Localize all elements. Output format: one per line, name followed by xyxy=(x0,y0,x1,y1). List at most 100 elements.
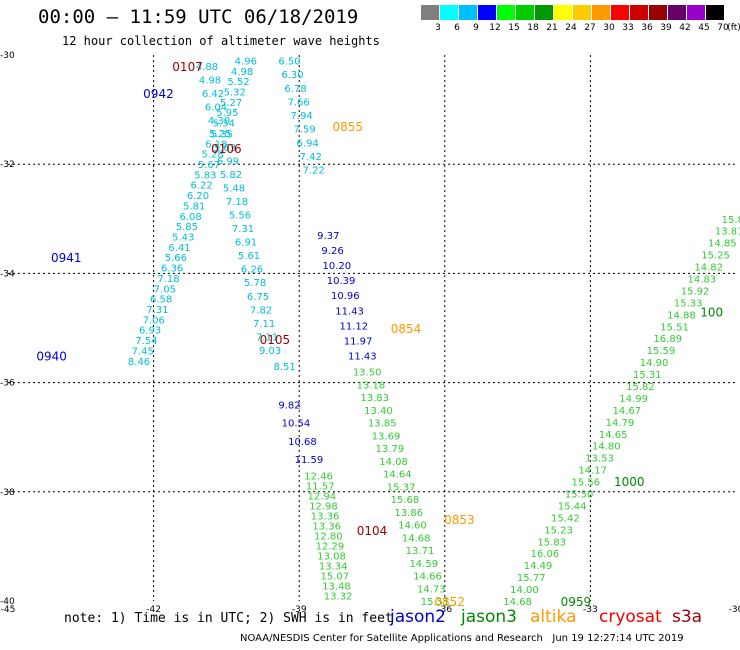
map-subtitle: 12 hour collection of altimeter wave hei… xyxy=(62,34,380,48)
wave-height-value: 13.69 xyxy=(372,431,401,442)
pass-time-label: 0107 xyxy=(172,60,203,74)
wave-height-value: 7.31 xyxy=(146,305,168,316)
wave-height-value: 5.78 xyxy=(244,278,266,289)
wave-height-value: 16.89 xyxy=(653,334,682,345)
lon-tick-label: -45 xyxy=(1,605,16,615)
wave-height-value: 6.50 xyxy=(278,56,300,67)
legend-swatch xyxy=(630,5,648,20)
wave-height-value: 14.68 xyxy=(402,533,431,544)
wave-height-value: 13.71 xyxy=(406,546,435,557)
wave-height-value: 14.00 xyxy=(510,585,539,596)
wave-height-value: 6.22 xyxy=(190,181,212,192)
wave-height-value: 13.83 xyxy=(360,393,389,404)
wave-height-value: 5.82 xyxy=(220,170,242,181)
legend-label: 15 xyxy=(508,23,520,33)
wave-height-value: 11.97 xyxy=(344,336,373,347)
wave-height-value: 15.83 xyxy=(537,537,566,548)
wave-height-value: 5.28 xyxy=(202,150,224,161)
wave-height-value: 5.61 xyxy=(238,251,260,262)
wave-height-value: 7.59 xyxy=(294,125,316,136)
pass-time-label: 1000 xyxy=(614,475,645,489)
wave-height-value: 15.51 xyxy=(660,322,689,333)
wave-height-value: 6.91 xyxy=(235,238,257,249)
wave-height-value: 13.48 xyxy=(322,582,351,593)
legend-label: 42 xyxy=(679,23,691,33)
wave-height-value: 15.92 xyxy=(681,286,710,297)
satellite-label-s3a: s3a xyxy=(672,607,703,627)
wave-height-value: 5.32 xyxy=(224,88,246,99)
wave-height-value: 14.66 xyxy=(413,572,442,583)
wave-height-value: 6.26 xyxy=(241,265,263,276)
wave-height-value: 8.46 xyxy=(128,357,150,368)
legend-swatch xyxy=(459,5,477,20)
wave-height-value: 9.37 xyxy=(317,231,339,242)
wave-height-value: 5.35 xyxy=(211,130,233,141)
wave-height-value: 14.68 xyxy=(503,597,532,608)
wave-height-value: 5.81 xyxy=(183,201,205,212)
wave-height-value: 14.88 xyxy=(667,310,696,321)
legend-label: 39 xyxy=(660,23,672,33)
legend-label: 21 xyxy=(546,23,558,33)
wave-height-value: 12.80 xyxy=(314,531,343,542)
map-title: 00:00 – 11:59 UTC 06/18/2019 xyxy=(38,6,359,28)
wave-height-value: 10.54 xyxy=(282,419,311,430)
wave-height-value: 6.93 xyxy=(139,326,161,337)
pass-time-label: 0940 xyxy=(36,349,67,363)
legend-label: 36 xyxy=(641,23,653,33)
legend-label: 3 xyxy=(435,23,441,33)
wave-height-value: 5.66 xyxy=(165,253,187,264)
satellite-label-jason2: jason2 xyxy=(390,607,446,627)
wave-height-value: 13.18 xyxy=(357,380,386,391)
wave-height-value: 14.82 xyxy=(694,263,723,274)
wave-height-value: 15.68 xyxy=(391,495,420,506)
legend-swatch xyxy=(554,5,572,20)
pass-time-label: 0104 xyxy=(357,524,388,538)
wave-height-value: 6.30 xyxy=(281,70,303,81)
wave-height-value: 13.36 xyxy=(311,511,340,522)
lat-tick-label: -38 xyxy=(0,488,15,498)
wave-height-value: 6.58 xyxy=(150,295,172,306)
legend-swatch xyxy=(649,5,667,20)
wave-height-value: 15.50 xyxy=(565,490,594,501)
wave-height-value: 12.94 xyxy=(308,491,337,502)
lat-tick-label: -40 xyxy=(0,597,15,607)
wave-height-value: 14.83 xyxy=(688,275,717,286)
wave-height-value: 5.67 xyxy=(198,160,220,171)
wave-height-value: 15.82 xyxy=(626,382,655,393)
wave-height-value: 6.41 xyxy=(168,243,190,254)
wave-height-value: 6.94 xyxy=(297,138,319,149)
wave-height-value: 7.06 xyxy=(143,315,165,326)
wave-height-value: 13.79 xyxy=(375,444,404,455)
pass-time-label: 0854 xyxy=(391,322,422,336)
wave-height-value: 6.99 xyxy=(217,157,239,168)
pass-time-label: 0942 xyxy=(143,87,174,101)
legend-swatch xyxy=(573,5,591,20)
wave-height-value: 6.75 xyxy=(247,292,269,303)
satellite-label-jason3: jason3 xyxy=(461,607,517,627)
wave-height-value: 12.46 xyxy=(304,471,333,482)
wave-height-value: 4.88 xyxy=(196,62,218,73)
wave-height-value: 4.96 xyxy=(235,56,257,67)
legend-swatch xyxy=(535,5,553,20)
wave-height-value: 13.50 xyxy=(353,368,382,379)
wave-height-value: 7.22 xyxy=(303,166,325,177)
wave-height-value: 7.18 xyxy=(157,274,179,285)
wave-height-value: 14.64 xyxy=(383,470,412,481)
legend-swatch xyxy=(516,5,534,20)
wave-height-value: 10.39 xyxy=(327,276,356,287)
wave-height-value: 10.96 xyxy=(331,291,360,302)
pass-time-labels: 0107 0942 0106 0941 0940 0105 0104 0855 0854 0853… xyxy=(36,60,723,609)
legend-label: 6 xyxy=(454,23,460,33)
legend-swatch xyxy=(687,5,705,20)
pass-time-label: 0106 xyxy=(211,142,242,156)
wave-height-value: 14.85 xyxy=(708,239,737,250)
lat-tick-label: -32 xyxy=(0,160,15,170)
pass-time-label: 0941 xyxy=(51,251,82,265)
wave-height-value: 7.11 xyxy=(256,332,278,343)
lat-tick-label: -30 xyxy=(0,51,15,61)
wave-height-value: 12.29 xyxy=(316,541,345,552)
wave-height-value: 14.67 xyxy=(612,406,641,417)
wave-height-value: 5.83 xyxy=(194,170,216,181)
legend-swatch xyxy=(478,5,496,20)
lat-tick-label: -36 xyxy=(0,379,15,389)
